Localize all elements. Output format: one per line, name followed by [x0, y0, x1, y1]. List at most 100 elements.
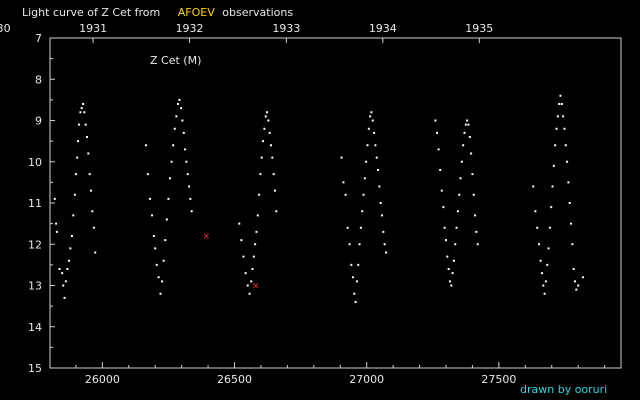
data-point	[532, 185, 535, 188]
data-point	[259, 173, 262, 176]
data-point	[84, 123, 87, 126]
data-point	[165, 218, 168, 221]
data-point	[548, 226, 551, 229]
data-point	[186, 173, 189, 176]
data-point	[440, 189, 443, 192]
data-point	[371, 119, 374, 122]
data-point	[467, 123, 470, 126]
data-point	[55, 222, 58, 225]
data-point	[452, 259, 455, 262]
data-point	[362, 193, 365, 196]
data-point	[164, 239, 167, 242]
data-point	[144, 144, 147, 147]
data-point	[463, 131, 466, 134]
data-point	[255, 230, 258, 233]
data-point	[567, 181, 570, 184]
data-point	[566, 160, 569, 163]
y-tick-label: 7	[35, 32, 42, 45]
data-point	[188, 185, 191, 188]
data-point	[577, 284, 580, 287]
data-point	[271, 156, 274, 159]
top-year-axis: 1930 1931 1932 1933 1934 1935	[0, 22, 493, 43]
data-point	[571, 243, 574, 246]
data-point	[180, 107, 183, 110]
data-point	[86, 136, 89, 138]
year-tick-label: 1930	[0, 22, 11, 35]
data-point	[162, 259, 165, 262]
data-point	[458, 193, 461, 196]
data-point	[552, 164, 555, 167]
data-point	[190, 210, 193, 213]
title-prefix: Light curve of Z Cet from	[22, 6, 160, 19]
data-point	[72, 214, 75, 217]
data-point	[367, 127, 370, 130]
title-source: AFOEV	[178, 6, 215, 19]
data-point-marked: ×	[202, 232, 210, 242]
y-tick-label: 12	[28, 238, 42, 251]
data-point	[539, 259, 542, 262]
data-point	[476, 243, 479, 246]
data-point	[70, 235, 73, 237]
data-point	[543, 292, 546, 295]
data-point	[242, 255, 245, 258]
data-point	[475, 230, 478, 233]
data-point	[92, 226, 95, 229]
data-point	[263, 127, 266, 130]
data-point	[560, 103, 563, 105]
data-point	[466, 119, 469, 122]
data-point	[434, 119, 437, 122]
data-point	[556, 115, 559, 118]
year-tick-label: 1932	[176, 22, 204, 35]
series-label: Z Cet (M)	[150, 54, 201, 67]
data-point	[456, 210, 459, 213]
data-point	[544, 280, 547, 283]
data-point	[550, 206, 553, 209]
data-point	[91, 210, 94, 213]
data-point	[439, 169, 442, 171]
data-point	[167, 197, 170, 200]
data-point	[77, 140, 80, 143]
data-point	[346, 226, 349, 229]
data-point	[175, 115, 178, 118]
data-point	[244, 272, 247, 275]
data-point	[536, 226, 539, 229]
data-point	[251, 268, 254, 270]
y-tick-label: 9	[35, 115, 42, 128]
data-point	[79, 111, 82, 114]
data-point	[266, 111, 269, 114]
data-point	[442, 206, 445, 209]
data-point	[152, 235, 155, 237]
data-point	[185, 160, 188, 163]
data-point	[375, 156, 378, 159]
data-point	[184, 148, 187, 151]
data-point	[248, 292, 251, 295]
data-point	[468, 136, 471, 138]
data-point	[470, 152, 473, 155]
data-point	[82, 103, 85, 105]
data-point	[551, 185, 554, 188]
data-point	[83, 111, 86, 114]
data-point	[169, 177, 172, 180]
data-point	[562, 115, 565, 118]
data-point	[273, 189, 276, 192]
data-point	[444, 239, 447, 242]
x-tick-label: 27500	[481, 373, 516, 386]
x-axis: 26000 26500 27000 27500	[75, 362, 606, 386]
data-point	[63, 296, 66, 299]
data-point	[250, 280, 253, 283]
data-point	[563, 127, 566, 130]
data-point	[574, 280, 577, 283]
y-tick-label: 11	[28, 197, 42, 210]
data-point	[80, 107, 83, 110]
data-point	[547, 247, 550, 250]
title-suffix: observations	[222, 6, 293, 19]
data-point	[161, 280, 164, 283]
data-point	[170, 160, 173, 163]
data-point	[554, 144, 557, 147]
data-point	[436, 131, 439, 134]
data-point	[353, 292, 356, 295]
data-point	[89, 189, 92, 192]
data-point	[555, 127, 558, 130]
data-point	[363, 177, 366, 180]
data-point	[182, 131, 185, 134]
